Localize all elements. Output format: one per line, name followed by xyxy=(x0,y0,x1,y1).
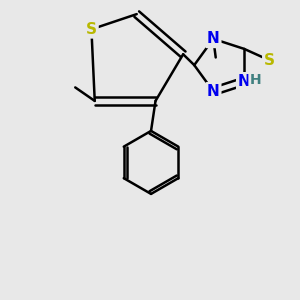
Text: N: N xyxy=(207,32,220,46)
Text: S: S xyxy=(264,53,275,68)
Text: H: H xyxy=(250,73,261,87)
Text: S: S xyxy=(86,22,97,37)
Text: N: N xyxy=(238,74,250,89)
Text: N: N xyxy=(207,84,220,99)
